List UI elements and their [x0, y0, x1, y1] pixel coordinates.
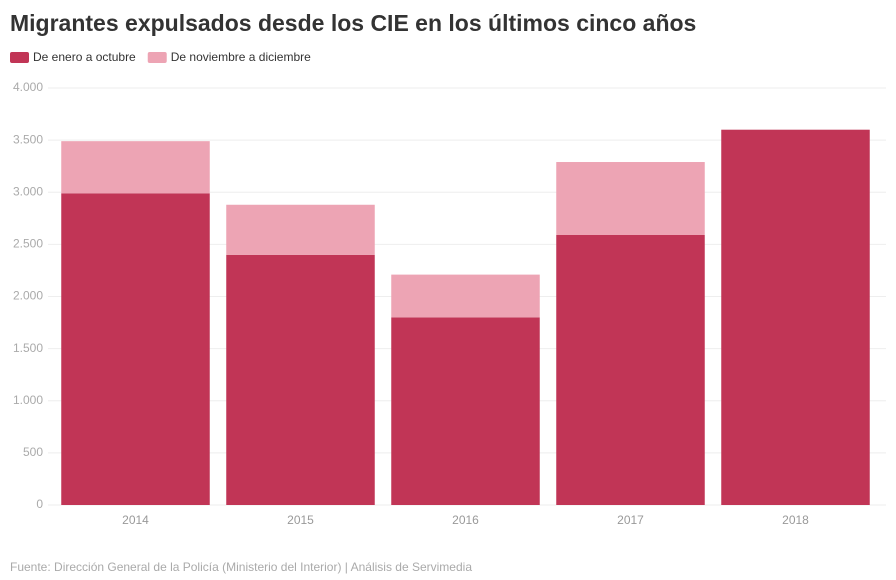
- y-tick-label: 2.500: [13, 237, 43, 251]
- source: Fuente: Dirección General de la Policía …: [10, 560, 472, 574]
- bar-segment: [556, 162, 705, 235]
- x-tick-label: 2018: [782, 513, 809, 527]
- bar-segment: [721, 129, 870, 505]
- y-tick-label: 1.500: [13, 341, 43, 355]
- y-tick-label: 4.000: [13, 80, 43, 94]
- chart-title: Migrantes expulsados desde los CIE en lo…: [10, 10, 696, 36]
- y-tick-label: 3.000: [13, 184, 43, 198]
- legend-label: De noviembre a diciembre: [171, 50, 311, 64]
- bar-segment: [226, 204, 375, 255]
- legend-label: De enero a octubre: [33, 50, 136, 64]
- y-tick-label: 500: [23, 445, 43, 459]
- bar-segment: [391, 317, 540, 505]
- x-tick-label: 2015: [287, 513, 314, 527]
- y-tick-label: 1.000: [13, 393, 43, 407]
- bar-segment: [61, 193, 210, 506]
- legend-swatch: [147, 52, 167, 63]
- x-tick-label: 2016: [452, 513, 479, 527]
- y-tick-label: 0: [36, 497, 43, 511]
- bar-segment: [61, 141, 210, 194]
- y-tick-label: 2.000: [13, 289, 43, 303]
- legend-swatch: [10, 52, 29, 63]
- x-tick-label: 2017: [617, 513, 644, 527]
- y-tick-label: 3.500: [13, 132, 43, 146]
- bar-segment: [556, 234, 705, 505]
- bar-segment: [226, 254, 375, 505]
- bar-segment: [391, 274, 540, 318]
- x-tick-label: 2014: [122, 513, 149, 527]
